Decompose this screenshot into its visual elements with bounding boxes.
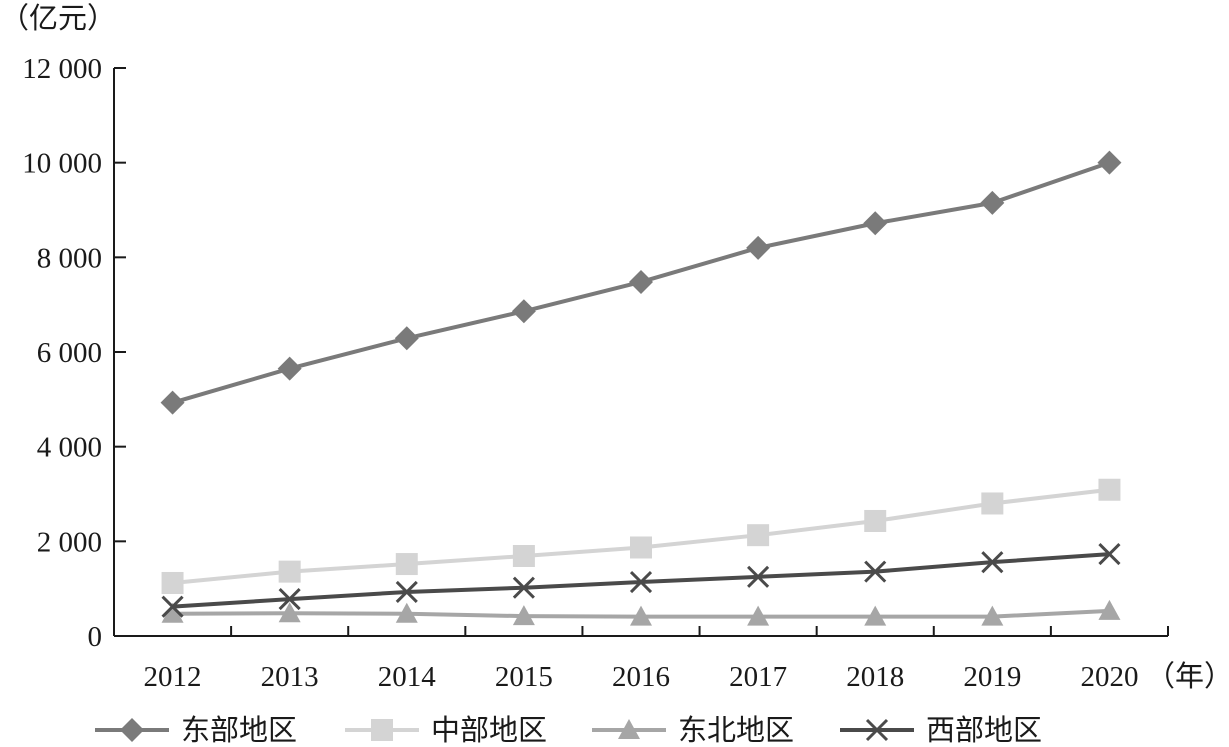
x-tick-label: 2014 <box>378 661 437 693</box>
series-square <box>161 478 1121 594</box>
data-point <box>1098 543 1121 566</box>
data-point <box>278 588 301 611</box>
x-tick-label: 2017 <box>729 661 787 693</box>
x-axis-unit-label: （年） <box>1146 660 1229 693</box>
legend-item: 东北地区 <box>592 714 794 747</box>
legend-marker <box>120 718 144 742</box>
legend-item: 东部地区 <box>95 714 297 747</box>
x-marker-stroke <box>629 570 653 594</box>
data-point <box>1098 478 1121 501</box>
y-tick-label: 2 000 <box>37 526 102 558</box>
data-point <box>863 211 888 236</box>
x-marker-stroke <box>865 718 889 742</box>
x-tick-label: 2019 <box>963 661 1021 693</box>
data-point <box>864 605 887 626</box>
data-point <box>630 605 652 626</box>
data-point <box>394 326 419 351</box>
legend-marker <box>865 718 889 742</box>
series-x <box>161 543 1121 618</box>
x-marker-stroke <box>395 580 418 604</box>
x-marker-stroke <box>1098 543 1121 566</box>
data-point <box>277 356 302 381</box>
axes: 0 2 000 4 000 6 000 8 000 10 000 12 000 2012 201… <box>22 53 1169 693</box>
data-point <box>161 602 184 623</box>
y-tick-label: 4 000 <box>37 432 102 464</box>
series-triangle <box>161 599 1121 626</box>
x-tick-label: 2012 <box>144 661 202 693</box>
data-point <box>395 553 418 576</box>
data-point <box>629 269 653 294</box>
x-tick-label: 2016 <box>612 661 670 693</box>
data-point <box>747 565 770 588</box>
data-point <box>278 602 301 623</box>
data-point <box>161 595 184 618</box>
x-marker-stroke <box>161 595 184 618</box>
data-point <box>981 605 1004 626</box>
data-point <box>864 509 887 532</box>
y-tick-label: 12 000 <box>22 53 102 85</box>
data-point <box>1098 599 1121 620</box>
data-point <box>512 545 535 568</box>
y-tick-label: 6 000 <box>37 337 102 369</box>
x-marker-stroke <box>278 588 301 611</box>
data-point <box>747 605 770 626</box>
data-point <box>511 299 536 324</box>
legend-item: 西部地区 <box>840 714 1042 747</box>
x-marker-stroke <box>864 560 887 583</box>
legend-label: 西部地区 <box>926 714 1042 747</box>
series-line <box>172 487 1110 585</box>
x-marker-stroke <box>747 565 770 588</box>
legend-marker <box>371 719 393 741</box>
x-marker-stroke <box>981 551 1004 574</box>
y-tick-label: 10 000 <box>22 148 102 180</box>
data-point <box>1097 150 1122 175</box>
legend-item: 中部地区 <box>345 714 547 747</box>
data-point <box>160 390 185 415</box>
data-point <box>512 576 535 599</box>
data-point <box>395 602 418 623</box>
data-point <box>629 570 653 594</box>
data-point <box>746 235 771 260</box>
data-point <box>161 571 184 594</box>
plot-area <box>160 150 1122 626</box>
x-tick-label: 2013 <box>261 661 319 693</box>
data-point <box>512 605 535 626</box>
x-tick-label: 2018 <box>846 661 904 693</box>
series-diamond <box>160 150 1122 415</box>
data-point <box>747 524 770 547</box>
data-point <box>864 560 887 583</box>
legend-label: 东北地区 <box>678 714 794 747</box>
x-tick-label: 2015 <box>495 661 553 693</box>
data-point <box>981 551 1004 574</box>
y-tick-label: 8 000 <box>37 242 102 274</box>
data-point <box>278 560 301 583</box>
x-marker-stroke <box>512 576 535 599</box>
data-point <box>395 580 418 604</box>
legend-label: 中部地区 <box>431 714 547 747</box>
y-tick-label: 0 <box>88 621 103 653</box>
data-point <box>630 536 652 559</box>
data-point <box>981 492 1004 515</box>
x-tick-label: 2020 <box>1080 661 1138 693</box>
legend-label: 东部地区 <box>181 714 297 747</box>
legend: 东部地区 中部地区 东北地区 西部地区 <box>95 714 1042 747</box>
legend-marker <box>618 719 640 739</box>
y-axis-unit-label: （亿元） <box>0 2 116 35</box>
data-point <box>980 190 1005 215</box>
